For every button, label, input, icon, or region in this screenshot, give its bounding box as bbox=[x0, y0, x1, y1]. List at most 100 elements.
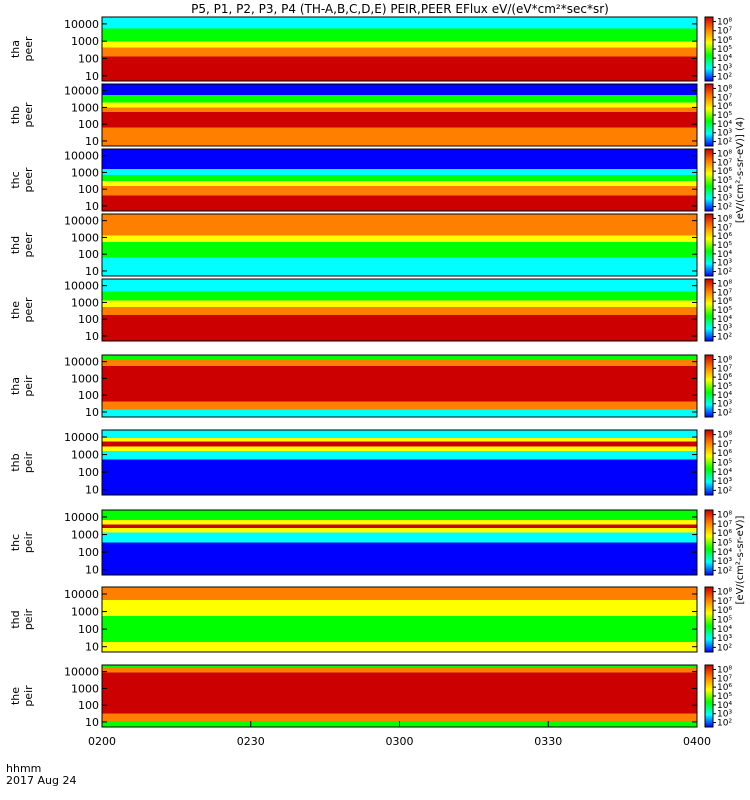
spectrogram-fill bbox=[102, 355, 697, 417]
y-tick-label: 1000 bbox=[71, 296, 99, 309]
y-tick-label: 10000 bbox=[64, 150, 99, 163]
colorbar-tick-label: 10⁷ bbox=[717, 440, 732, 450]
colorbar-tick-label: 10⁸ bbox=[717, 665, 732, 675]
panel-label-probe: thd bbox=[9, 610, 22, 628]
y-tick-label: 1000 bbox=[71, 101, 99, 114]
panel-label-instrument: peir bbox=[22, 608, 35, 630]
colorbar-tick-label: 10⁵ bbox=[717, 382, 732, 392]
y-tick-label: 100 bbox=[78, 699, 99, 712]
colorbar-tick-label: 10⁵ bbox=[717, 692, 732, 702]
y-tick-label: 10000 bbox=[64, 85, 99, 98]
x-tick-label: 0230 bbox=[237, 735, 265, 748]
colorbar-tick-label: 10⁵ bbox=[717, 616, 732, 626]
colorbar-tick-label: 10⁷ bbox=[717, 520, 732, 530]
colorbar-tick-label: 10² bbox=[717, 409, 732, 419]
colorbar-tick-label: 10⁵ bbox=[717, 459, 732, 469]
panel-label-instrument: peer bbox=[22, 297, 35, 323]
colorbar-tick-label: 10⁸ bbox=[717, 279, 732, 289]
x-tick-label: 0400 bbox=[683, 735, 711, 748]
colorbar-tick-label: 10⁸ bbox=[717, 431, 732, 441]
colorbar-tick-label: 10⁶ bbox=[717, 529, 732, 539]
spectrogram-fill bbox=[102, 510, 697, 575]
colorbar-tick-label: 10⁴ bbox=[717, 54, 732, 64]
spectrogram-fill bbox=[102, 149, 697, 211]
colorbar-tick-label: 10⁷ bbox=[717, 158, 732, 168]
colorbar-strip bbox=[704, 586, 714, 653]
y-tick-label: 100 bbox=[78, 466, 99, 479]
y-tick-label: 100 bbox=[78, 118, 99, 131]
y-tick-label: 10 bbox=[85, 406, 99, 419]
y-tick-label: 10 bbox=[85, 641, 99, 654]
y-tick-label: 10000 bbox=[64, 280, 99, 293]
colorbar-tick-label: 10³ bbox=[717, 634, 732, 644]
panel-frame bbox=[101, 148, 698, 212]
colorbar-tick-label: 10⁴ bbox=[717, 701, 732, 711]
colorbar-tick-label: 10⁶ bbox=[717, 449, 732, 459]
panel-thc-peer: 10 100 1000 10000 thc peer bbox=[9, 148, 698, 213]
colorbar-tick-label: 10⁴ bbox=[717, 468, 732, 478]
colorbar-tick-label: 10⁵ bbox=[717, 45, 732, 55]
y-tick-label: 10000 bbox=[64, 18, 99, 31]
colorbar-tick-label: 10² bbox=[717, 643, 732, 653]
panel-frame bbox=[101, 213, 698, 277]
panel-label-instrument: peer bbox=[22, 232, 35, 258]
panel-label-probe: thc bbox=[9, 171, 22, 188]
panel-label-probe: the bbox=[9, 301, 22, 319]
panel-tha-peer: 10 100 1000 10000 tha peer bbox=[9, 16, 698, 83]
panel-label-instrument: peir bbox=[22, 531, 35, 553]
colorbar-strip bbox=[704, 213, 714, 277]
colorbar-tick-label: 10⁴ bbox=[717, 120, 732, 130]
colorbar-strip bbox=[704, 16, 714, 82]
colorbar-tick-label: 10² bbox=[717, 333, 732, 343]
y-tick-label: 100 bbox=[78, 546, 99, 559]
panel-thc-peir: 10 100 1000 10000 thc peir bbox=[9, 509, 698, 577]
spectrogram-fill bbox=[102, 214, 697, 276]
colorbar-tick-label: 10³ bbox=[717, 710, 732, 720]
colorbar-strip bbox=[704, 354, 714, 418]
panel-thd-peer: 10 100 1000 10000 thd peer bbox=[9, 213, 698, 278]
y-tick-label: 10 bbox=[85, 200, 99, 213]
y-tick-label: 10 bbox=[85, 135, 99, 148]
colorbar-tick-label: 10⁸ bbox=[717, 149, 732, 159]
x-tick-label: 0200 bbox=[88, 735, 116, 748]
y-tick-label: 10 bbox=[85, 265, 99, 278]
y-tick-label: 10 bbox=[85, 484, 99, 497]
colorbar-strip bbox=[704, 429, 714, 496]
x-axis: hhmm 2017 Aug 24 0200 0230 0300 0330 0400 bbox=[6, 721, 711, 787]
colorbar-label-peir: [eV/(cm²-s-sr-eV)] bbox=[735, 515, 746, 604]
colorbar-tick-label: 10⁴ bbox=[717, 391, 732, 401]
y-tick-label: 10000 bbox=[64, 356, 99, 369]
y-tick-label: 100 bbox=[78, 52, 99, 65]
y-tick-label: 1000 bbox=[71, 449, 99, 462]
colorbar-tick-label: 10⁶ bbox=[717, 232, 732, 242]
y-tick-label: 100 bbox=[78, 183, 99, 196]
colorbar-tick-label: 10⁵ bbox=[717, 176, 732, 186]
panel-label-probe: thc bbox=[9, 534, 22, 551]
panel-label-instrument: peer bbox=[22, 102, 35, 128]
panel-label-probe: tha bbox=[9, 377, 22, 395]
colorbar-tick-label: 10⁵ bbox=[717, 539, 732, 549]
colorbar-tick-label: 10⁵ bbox=[717, 111, 732, 121]
y-tick-label: 100 bbox=[78, 248, 99, 261]
colorbar-tick-label: 10² bbox=[717, 268, 732, 278]
y-tick-label: 1000 bbox=[71, 529, 99, 542]
panel-frame bbox=[101, 16, 698, 82]
colorbar-tick-label: 10⁷ bbox=[717, 93, 732, 103]
y-tick-label: 10000 bbox=[64, 511, 99, 524]
panel-frame bbox=[101, 278, 698, 342]
panel-frame bbox=[101, 509, 698, 576]
colorbar-label-peer: [eV/(cm²-s-sr-eV)] (4) bbox=[735, 117, 746, 223]
colorbar-tick-label: 10⁶ bbox=[717, 606, 732, 616]
colorbar-tick-label: 10⁴ bbox=[717, 185, 732, 195]
colorbar-strip bbox=[704, 664, 714, 728]
y-tick-label: 10 bbox=[85, 564, 99, 577]
chart-title: P5, P1, P2, P3, P4 (TH-A,B,C,D,E) PEIR,P… bbox=[191, 2, 609, 16]
colorbar-tick-label: 10⁶ bbox=[717, 297, 732, 307]
spectrogram-fill bbox=[102, 279, 697, 341]
